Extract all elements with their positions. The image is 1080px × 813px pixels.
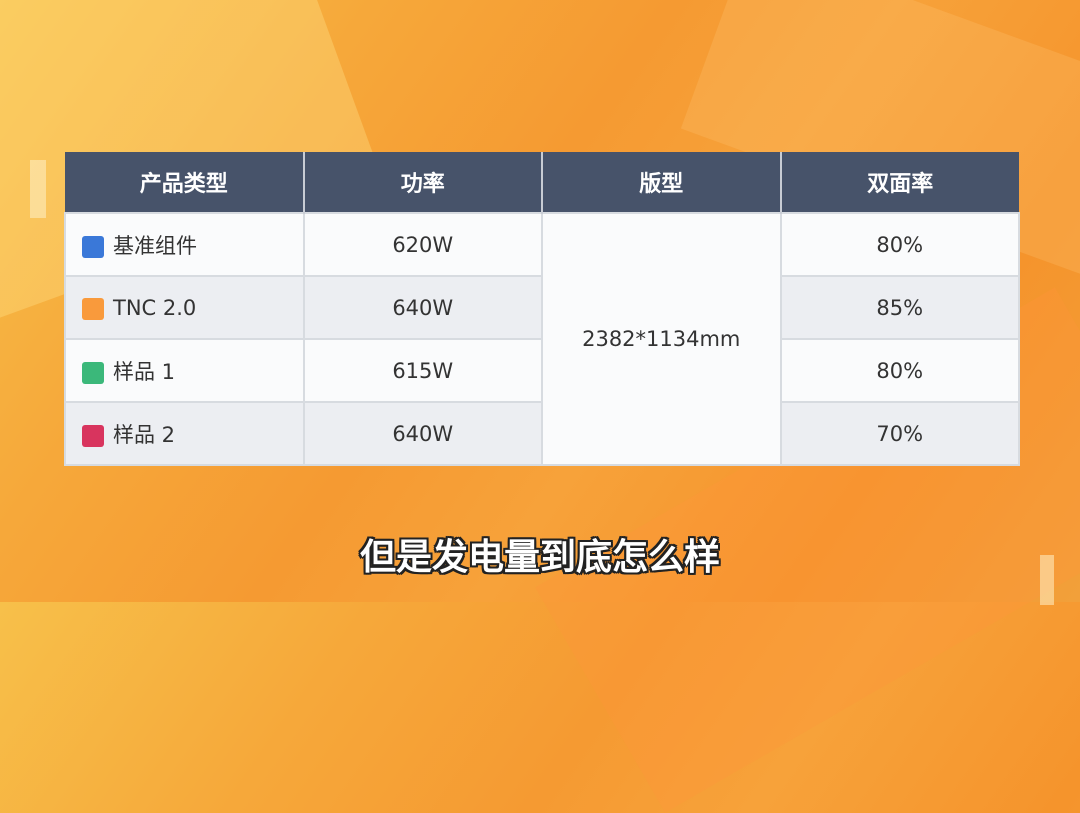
table-row: 样品 1 615W 80% [64,338,1020,403]
video-subtitle: 但是发电量到底怎么样 [359,537,720,578]
size-cell: 2382*1134mm [541,212,782,466]
color-swatch-icon [82,361,104,384]
header-bifaciality: 双面率 [780,152,1019,213]
bifaciality-cell: 85% [779,275,1020,340]
color-swatch-icon [82,297,104,320]
bifaciality-cell: 80% [779,212,1020,277]
product-name: TNC 2.0 [113,295,197,320]
table-header-row: 产品类型 功率 版型 双面率 [65,152,1019,213]
power-cell: 620W [302,212,543,277]
bifaciality-cell: 70% [779,401,1020,466]
background-shape [30,160,46,218]
product-name: 样品 1 [113,359,176,384]
header-size: 版型 [542,152,782,213]
header-power: 功率 [303,152,543,213]
power-cell: 640W [302,401,543,466]
bifaciality-cell: 80% [779,338,1020,403]
product-name: 样品 2 [113,422,176,447]
table-row: 基准组件 620W 2382*1134mm 80% [64,212,1020,466]
header-product-type: 产品类型 [65,152,305,213]
table-row: TNC 2.0 640W 85% [64,275,1020,340]
color-swatch-icon [82,424,104,447]
table-row: 样品 2 640W 70% [64,401,1020,466]
product-name-cell: 基准组件 [64,212,305,277]
power-cell: 640W [302,275,543,340]
product-name: 基准组件 [113,233,197,258]
color-swatch-icon [82,235,104,258]
product-name-cell: 样品 2 [64,401,305,466]
power-cell: 615W [302,338,543,403]
product-name-cell: 样品 1 [64,338,305,403]
product-name-cell: TNC 2.0 [64,275,305,340]
product-comparison-table: 产品类型 功率 版型 双面率 基准组件 620W 2382*1134mm 80%… [64,152,1020,466]
